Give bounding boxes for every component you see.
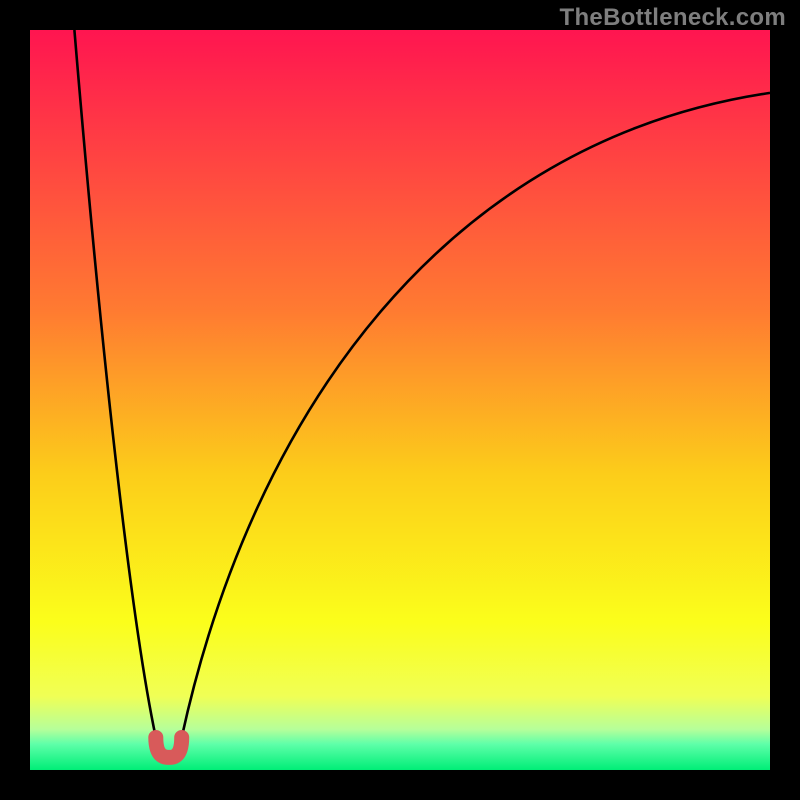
figure-root: TheBottleneck.com [0,0,800,800]
watermark-text: TheBottleneck.com [560,4,786,32]
bottleneck-chart [0,0,800,800]
